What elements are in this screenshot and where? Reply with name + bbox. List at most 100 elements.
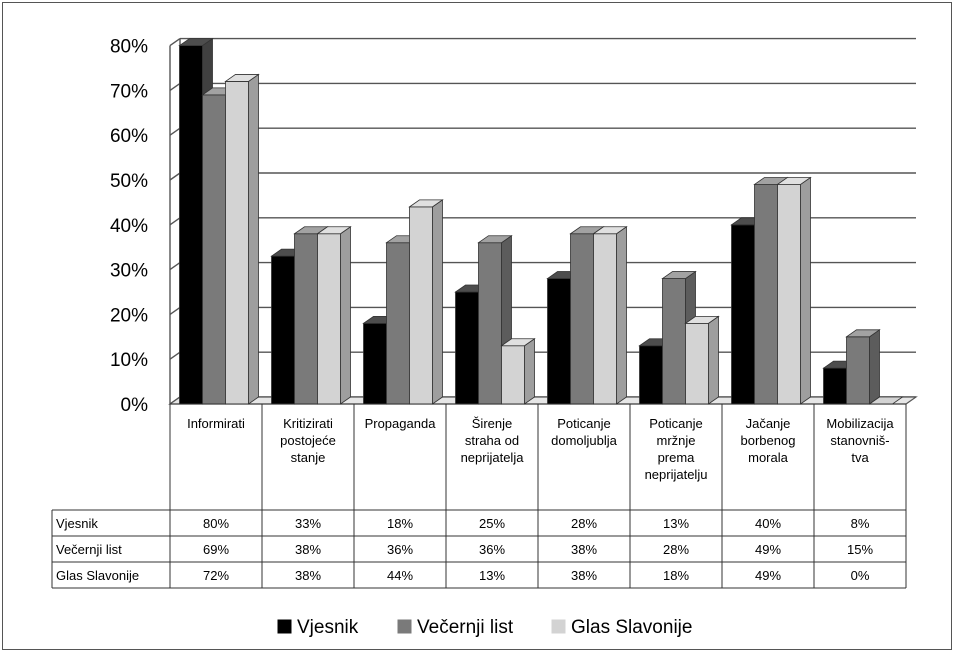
bar-vjesnik — [363, 322, 387, 405]
bar-večernji-list — [570, 233, 594, 405]
category-label: Jačanje — [746, 416, 791, 431]
data-label: 44% — [387, 568, 413, 583]
bar-glas-slavonije — [501, 345, 525, 405]
gridline-depth — [169, 38, 181, 47]
bar-top — [500, 338, 536, 347]
data-label: 72% — [203, 568, 229, 583]
bar-večernji-list — [294, 233, 318, 405]
y-tick-label: 70% — [110, 81, 148, 102]
bar-top — [178, 38, 214, 46]
category-label: mržnje — [656, 433, 695, 448]
category-label: Kritizirati — [283, 416, 333, 431]
data-label: 28% — [663, 542, 689, 557]
y-tick-label: 80% — [110, 37, 148, 58]
bar-večernji-list — [754, 184, 778, 405]
bar-večernji-list — [386, 242, 410, 405]
data-label: 69% — [203, 542, 229, 557]
bar-glas-slavonije — [685, 322, 709, 405]
category-label: postojeće — [280, 433, 336, 448]
category-label: stanje — [291, 450, 326, 465]
data-label: 8% — [851, 516, 870, 531]
bar-side — [524, 337, 535, 405]
bar-side — [340, 225, 351, 405]
legend-label: Večernji list — [417, 617, 514, 638]
bar-top — [845, 329, 881, 338]
legend-label: Vjesnik — [297, 617, 359, 638]
gridline-depth — [169, 127, 181, 136]
bar-top — [316, 226, 352, 235]
data-label: 0% — [851, 568, 870, 583]
bar-vjesnik — [639, 345, 663, 405]
bar-vjesnik — [731, 224, 755, 405]
bar-side — [800, 176, 811, 405]
data-label: 49% — [755, 542, 781, 557]
category-label: stanovniš- — [830, 433, 889, 448]
category-label: Propaganda — [365, 416, 437, 431]
category-label: domoljublja — [551, 433, 618, 448]
bar-glas-slavonije — [593, 233, 617, 405]
bar-side — [432, 199, 443, 405]
data-label: 13% — [479, 568, 505, 583]
bar-top — [592, 226, 628, 235]
data-label: 38% — [571, 568, 597, 583]
gridline-depth — [169, 82, 181, 91]
bar-side — [708, 315, 719, 405]
category-label: tva — [851, 450, 869, 465]
category-label: neprijatelju — [645, 467, 708, 482]
gridline-depth — [169, 217, 181, 226]
y-tick-label: 10% — [110, 350, 148, 371]
data-label: 38% — [295, 542, 321, 557]
data-label: 18% — [663, 568, 689, 583]
data-label: 15% — [847, 542, 873, 557]
bar-top — [776, 177, 812, 185]
y-tick-label: 20% — [110, 305, 148, 326]
bar-side — [616, 225, 627, 405]
data-label: 40% — [755, 516, 781, 531]
data-label: 33% — [295, 516, 321, 531]
bar-side — [248, 73, 259, 405]
y-tick-label: 30% — [110, 261, 148, 282]
bar-top — [408, 199, 444, 208]
category-label: Širenje — [472, 416, 512, 431]
table-row-label: Vjesnik — [56, 516, 98, 531]
bar-vjesnik — [179, 45, 203, 405]
y-tick-label: 60% — [110, 126, 148, 147]
bar-top — [684, 315, 720, 324]
category-label: Informirati — [187, 416, 245, 431]
data-label: 36% — [479, 542, 505, 557]
legend-swatch — [551, 619, 566, 634]
y-tick-label: 40% — [110, 216, 148, 237]
bar-večernji-list — [846, 336, 870, 405]
data-label: 38% — [295, 568, 321, 583]
data-label: 49% — [755, 568, 781, 583]
gridline-depth — [169, 262, 181, 271]
category-label: Mobilizacija — [826, 416, 894, 431]
bar-glas-slavonije — [225, 81, 249, 405]
data-label: 13% — [663, 516, 689, 531]
bar-vjesnik — [823, 367, 847, 405]
bar-večernji-list — [478, 242, 502, 405]
bar-glas-slavonije — [777, 184, 801, 405]
table-row-label: Večernji list — [56, 542, 122, 557]
category-label: neprijatelja — [461, 450, 525, 465]
data-label: 36% — [387, 542, 413, 557]
data-label: 38% — [571, 542, 597, 557]
bar-vjesnik — [271, 255, 295, 405]
bar-večernji-list — [202, 94, 226, 405]
data-label: 28% — [571, 516, 597, 531]
bar-glas-slavonije — [317, 233, 341, 405]
category-label: Poticanje — [649, 416, 702, 431]
bar-side — [869, 329, 880, 405]
category-label: prema — [658, 450, 696, 465]
y-tick-label: 0% — [121, 395, 149, 416]
bar-vjesnik — [455, 291, 479, 405]
category-label: morala — [748, 450, 789, 465]
bar-top — [477, 235, 513, 244]
bar-glas-slavonije — [409, 206, 433, 405]
bar-večernji-list — [662, 278, 686, 405]
bar-top — [224, 74, 260, 82]
gridline-depth — [169, 172, 181, 181]
y-tick-label: 50% — [110, 171, 148, 192]
gridline-depth — [169, 351, 181, 360]
